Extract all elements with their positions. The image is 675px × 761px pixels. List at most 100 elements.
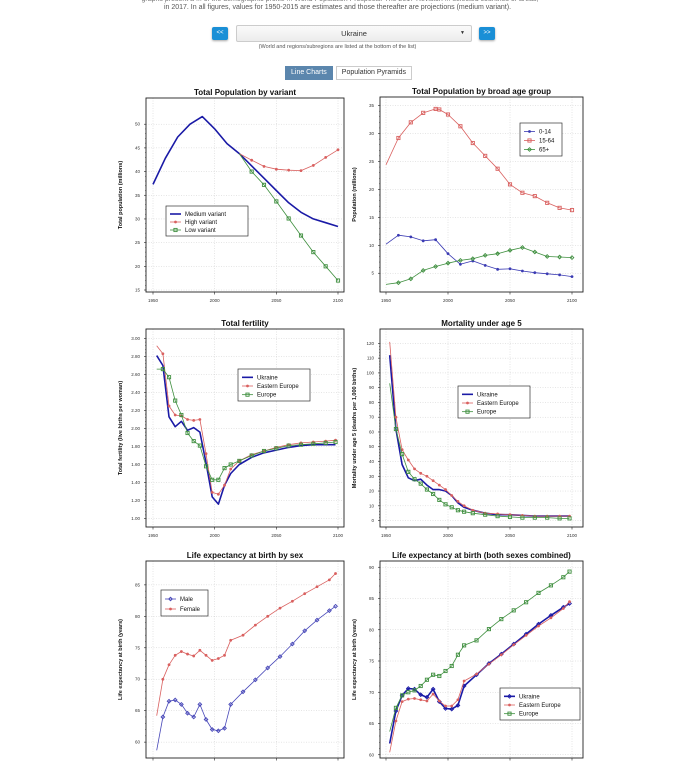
data-point xyxy=(557,205,562,210)
legend-marker xyxy=(245,392,250,397)
legend-box xyxy=(237,368,311,402)
data-point xyxy=(450,704,454,708)
data-point xyxy=(274,167,278,171)
data-point xyxy=(437,483,441,487)
y-tick-label: 70 xyxy=(369,415,375,420)
data-point xyxy=(446,252,450,256)
data-point xyxy=(326,608,332,614)
data-point xyxy=(471,508,475,512)
x-tick-label: 1950 xyxy=(381,298,392,303)
y-tick-label: 20 xyxy=(369,187,375,192)
data-point xyxy=(524,633,528,637)
country-select[interactable]: Ukraine ▼ xyxy=(236,25,472,42)
series-line xyxy=(389,601,570,753)
y-tick-label: 3.00 xyxy=(131,336,140,341)
y-tick-label: 80 xyxy=(369,400,375,405)
series-female xyxy=(156,572,337,716)
data-point xyxy=(507,182,513,187)
data-point xyxy=(324,155,328,159)
x-tick-label: 2100 xyxy=(333,533,344,538)
y-tick-label: 40 xyxy=(135,169,141,174)
data-point xyxy=(483,264,487,267)
data-point xyxy=(216,492,220,496)
tab-line-charts[interactable]: Line Charts xyxy=(285,66,333,80)
series-high-variant xyxy=(239,148,340,173)
legend-marker xyxy=(527,147,532,152)
y-tick-label: 2.60 xyxy=(131,372,140,377)
legend-marker xyxy=(173,227,178,233)
y-axis-label: Population (millions) xyxy=(352,167,358,222)
data-point xyxy=(173,653,177,657)
data-point xyxy=(462,504,466,508)
data-point xyxy=(568,600,571,604)
legend-label: Male xyxy=(180,597,194,603)
data-point xyxy=(223,483,226,487)
tab-population-pyramids[interactable]: Population Pyramids xyxy=(335,66,412,80)
chart-title: Mortality under age 5 xyxy=(441,319,522,328)
data-point xyxy=(524,600,529,605)
data-point xyxy=(216,657,220,660)
data-point xyxy=(393,708,399,714)
series-line xyxy=(156,368,336,481)
legend-marker xyxy=(168,596,173,602)
previous-country-button[interactable]: << xyxy=(212,27,228,40)
series-ukraine xyxy=(156,355,336,505)
y-tick-label: 50 xyxy=(369,444,375,449)
data-point xyxy=(418,683,423,689)
x-tick-label: 2100 xyxy=(333,298,344,303)
series-europe xyxy=(156,367,338,482)
data-point xyxy=(561,575,566,580)
x-tick-label: 2050 xyxy=(505,298,516,303)
data-point xyxy=(203,717,209,722)
chart-pop-age: Total Population by broad age group Popul… xyxy=(352,87,584,303)
data-point xyxy=(253,623,257,627)
data-point xyxy=(499,653,503,657)
x-tick-label: 2050 xyxy=(271,533,282,538)
data-point xyxy=(161,677,165,681)
data-point xyxy=(241,633,245,637)
data-point xyxy=(483,512,488,517)
y-tick-label: 75 xyxy=(135,645,141,650)
data-point xyxy=(520,515,525,520)
data-point xyxy=(532,515,537,520)
series-65- xyxy=(385,245,575,286)
data-point xyxy=(443,706,448,711)
plot-frame xyxy=(145,97,345,293)
data-point xyxy=(570,275,574,278)
legend-box xyxy=(165,205,249,237)
data-point xyxy=(287,168,291,172)
y-tick-label: 2.80 xyxy=(131,354,140,359)
data-point xyxy=(431,672,436,677)
data-point xyxy=(240,689,246,695)
data-point xyxy=(512,643,516,647)
y-tick-label: 5 xyxy=(371,271,374,276)
data-point xyxy=(508,267,512,271)
data-point xyxy=(462,679,466,683)
data-point xyxy=(521,269,524,273)
series-line xyxy=(156,573,336,716)
data-point xyxy=(203,464,209,469)
data-point xyxy=(545,200,550,205)
legend-label: Ukraine xyxy=(257,375,278,381)
legend: Ukraine Eastern Europe Europe xyxy=(457,385,531,419)
y-tick-label: 25 xyxy=(135,240,141,245)
data-point xyxy=(455,652,460,657)
data-point xyxy=(191,714,197,720)
y-tick-label: 85 xyxy=(135,582,141,587)
data-point xyxy=(557,254,563,260)
legend-marker xyxy=(169,607,172,611)
next-country-button[interactable]: >> xyxy=(479,27,495,40)
chart-lifeexp-sex: Life expectancy at birth by sex Life expe… xyxy=(118,551,345,761)
data-point xyxy=(532,194,537,199)
x-tick-label: 1950 xyxy=(148,298,159,303)
data-point xyxy=(474,638,479,643)
series-male xyxy=(156,603,338,751)
data-point xyxy=(406,469,411,474)
data-point xyxy=(421,110,426,115)
y-tick-label: 90 xyxy=(369,385,375,390)
data-point xyxy=(249,169,254,174)
chart-mortality: Mortality under age 5 Mortality under age… xyxy=(352,319,584,538)
data-point xyxy=(237,458,242,463)
data-point xyxy=(323,264,328,269)
data-point xyxy=(336,148,340,152)
